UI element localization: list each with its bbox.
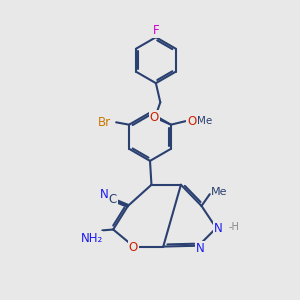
Text: N: N [196,242,204,255]
Text: N: N [214,221,223,235]
Text: -H: -H [229,222,239,232]
Text: N: N [99,188,108,201]
Text: Me: Me [211,187,228,197]
Text: Me: Me [197,116,213,126]
Text: O: O [187,115,196,128]
Text: O: O [129,241,138,254]
Text: NH₂: NH₂ [81,232,103,245]
Text: F: F [153,24,159,37]
Text: O: O [150,111,159,124]
Text: C: C [109,193,117,206]
Text: Br: Br [98,116,111,129]
